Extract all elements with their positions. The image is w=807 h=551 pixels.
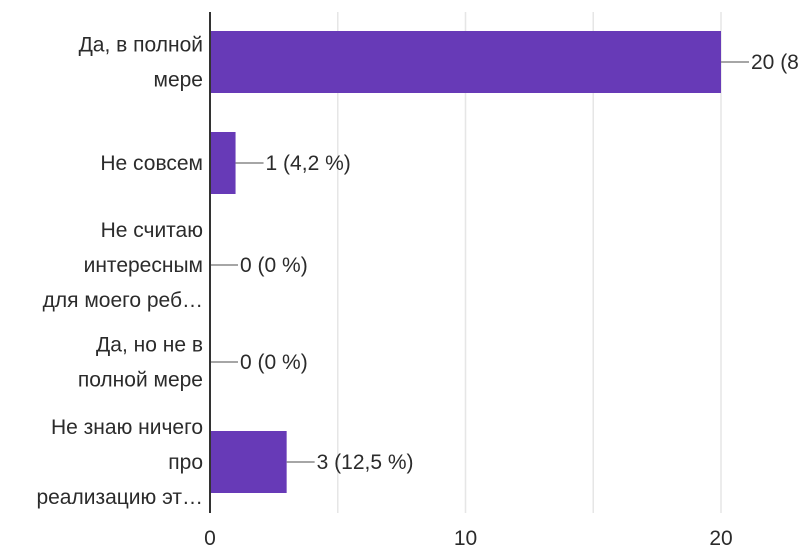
data-label: 20 (8: [751, 51, 799, 74]
data-label: 1 (4,2 %): [266, 152, 351, 175]
data-label: 0 (0 %): [240, 254, 308, 277]
category-labels: Да, в полной мере Не совсем Не считаю интере…: [36, 34, 203, 510]
data-label: 3 (12,5 %): [317, 451, 414, 474]
x-tick-label: 10: [454, 527, 477, 550]
category-label: Да, в полной: [79, 34, 203, 57]
category-label: Не знаю ничего: [51, 416, 203, 439]
gridlines: [337, 12, 722, 513]
category-label: про: [168, 451, 203, 474]
data-label: 0 (0 %): [240, 351, 308, 374]
x-tick-labels: 0 10 20: [204, 527, 733, 550]
bar: [210, 132, 236, 194]
category-label: Не считаю: [101, 219, 203, 242]
category-label: интересным: [84, 254, 203, 277]
bar: [210, 31, 721, 93]
x-tick-label: 20: [709, 527, 732, 550]
category-label: Не совсем: [100, 152, 203, 175]
category-label: Да, но не в: [96, 334, 203, 357]
bar: [210, 431, 287, 493]
category-label: полной мере: [78, 369, 203, 392]
x-tick-label: 0: [204, 527, 216, 550]
category-label: реализацию эт…: [36, 486, 203, 509]
category-label: мере: [154, 69, 203, 92]
bars: [210, 31, 721, 493]
category-label: для моего реб…: [43, 289, 203, 312]
leader-lines: [210, 61, 749, 463]
data-labels: 20 (8 1 (4,2 %) 0 (0 %) 0 (0 %) 3 (12,5 %): [240, 51, 799, 474]
